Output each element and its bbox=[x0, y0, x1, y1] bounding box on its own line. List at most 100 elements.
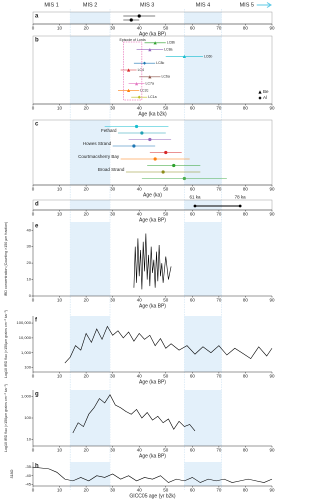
x-tick-label: 60 bbox=[190, 448, 196, 453]
point-label: LC2c bbox=[140, 88, 148, 92]
x-tick-label: 60 bbox=[190, 298, 196, 303]
y-tick-label: 100,000 bbox=[17, 320, 32, 325]
data-line bbox=[32, 466, 273, 483]
x-tick-label: 50 bbox=[163, 106, 169, 111]
data-line bbox=[72, 394, 196, 434]
x-tick-label: 0 bbox=[32, 298, 35, 303]
mis-band bbox=[184, 222, 222, 296]
x-tick-label: 50 bbox=[163, 488, 169, 493]
marker bbox=[164, 150, 168, 155]
annotation-box bbox=[123, 41, 143, 101]
mis-band bbox=[70, 316, 111, 372]
x-tick-label: 10 bbox=[57, 106, 63, 111]
panel-letter: f bbox=[35, 318, 38, 324]
x-tick-label: 80 bbox=[243, 298, 249, 303]
value-label: 61 ka bbox=[189, 195, 201, 200]
mis-band bbox=[70, 120, 111, 185]
marker bbox=[153, 157, 157, 161]
x-axis-label: Age (ka BP) bbox=[139, 303, 166, 309]
x-axis-label: Age (ka) bbox=[143, 192, 162, 198]
x-tick-label: 90 bbox=[269, 374, 275, 379]
panel-letter: e bbox=[35, 224, 39, 230]
x-tick-label: 70 bbox=[216, 26, 222, 31]
x-tick-label: 30 bbox=[110, 488, 116, 493]
figure: MIS 1 MIS 2 MIS 3 MIS 4 MIS 5 a 0 10 20 30 40 50 60 7… bbox=[4, 2, 275, 499]
x-tick-label: 30 bbox=[110, 26, 116, 31]
marker bbox=[182, 176, 186, 181]
marker bbox=[127, 68, 131, 72]
panel-letter: a bbox=[35, 14, 39, 20]
x-tick-label: 50 bbox=[163, 448, 169, 453]
mis-band bbox=[70, 12, 111, 24]
x-tick-label: 80 bbox=[243, 448, 249, 453]
x-tick-label: 10 bbox=[57, 187, 63, 192]
mis-label: MIS 2 bbox=[83, 2, 97, 8]
x-tick-label: 10 bbox=[57, 212, 63, 217]
x-tick-label: 30 bbox=[110, 106, 116, 111]
x-tick-label: 20 bbox=[84, 187, 90, 192]
x-tick-label: 40 bbox=[137, 187, 143, 192]
x-axis-label: Age (ka b2k) bbox=[138, 111, 167, 117]
mis-band bbox=[184, 316, 222, 372]
panel-frame bbox=[32, 11, 273, 25]
x-tick-label: 40 bbox=[137, 106, 143, 111]
y-tick-label: 100 bbox=[24, 415, 31, 420]
mis-band bbox=[184, 12, 222, 24]
x-tick-label: 60 bbox=[190, 26, 196, 31]
x-tick-label: 0 bbox=[32, 187, 35, 192]
point-label: Broad Strand bbox=[98, 167, 125, 172]
x-tick-label: 30 bbox=[110, 187, 116, 192]
panel-letter: b bbox=[35, 38, 39, 44]
y-tick-label: 20 bbox=[27, 260, 32, 265]
point-label: Courtmacsherry Bay bbox=[78, 154, 120, 159]
y-tick-label: 30 bbox=[27, 244, 32, 249]
x-tick-label: 40 bbox=[137, 298, 143, 303]
x-tick-label: 0 bbox=[32, 212, 35, 217]
x-tick-label: 60 bbox=[190, 106, 196, 111]
x-tick-label: 50 bbox=[163, 374, 169, 379]
x-tick-label: 40 bbox=[137, 26, 143, 31]
x-tick-label: 80 bbox=[243, 106, 249, 111]
marker bbox=[132, 144, 136, 148]
point-label: Howes Strand bbox=[83, 141, 112, 146]
x-axis-label: GICC05 age (yr b2k) bbox=[129, 493, 175, 499]
x-tick-label: 60 bbox=[190, 212, 196, 217]
mis-label: MIS 3 bbox=[140, 2, 154, 8]
x-tick-label: 70 bbox=[216, 298, 222, 303]
x-tick-label: 40 bbox=[137, 448, 143, 453]
marker bbox=[172, 163, 176, 168]
x-tick-label: 0 bbox=[32, 26, 35, 31]
x-tick-label: 30 bbox=[110, 374, 116, 379]
y-tick-label: 10,000 bbox=[19, 335, 32, 340]
x-tick-label: 80 bbox=[243, 488, 249, 493]
mis-band bbox=[70, 200, 111, 210]
legend-label: Al bbox=[263, 95, 267, 100]
marker bbox=[134, 82, 139, 86]
point-label: Fethard bbox=[101, 128, 117, 133]
y-tick-label: 10 bbox=[27, 277, 32, 282]
x-tick-label: 90 bbox=[269, 106, 275, 111]
marker bbox=[137, 14, 141, 18]
x-tick-label: 30 bbox=[110, 212, 116, 217]
point-label: LC8b bbox=[167, 41, 175, 45]
marker bbox=[129, 18, 133, 22]
marker bbox=[134, 124, 139, 129]
mis-band bbox=[70, 36, 111, 104]
panel-letter: d bbox=[35, 202, 39, 208]
y-tick-label: 10 bbox=[27, 437, 32, 442]
x-tick-label: 90 bbox=[269, 448, 275, 453]
x-axis-label: Age (ka BP) bbox=[139, 379, 166, 385]
marker bbox=[161, 170, 165, 174]
x-tick-label: 90 bbox=[269, 212, 275, 217]
x-tick-label: 90 bbox=[269, 488, 275, 493]
x-tick-label: 30 bbox=[110, 448, 116, 453]
mis-band bbox=[184, 390, 222, 446]
x-tick-label: 20 bbox=[84, 26, 90, 31]
y-axis-label: δ18O bbox=[10, 469, 14, 478]
x-tick-label: 70 bbox=[216, 488, 222, 493]
marker bbox=[182, 54, 186, 58]
panel-letter: c bbox=[35, 122, 39, 128]
marker bbox=[258, 96, 262, 100]
y-tick-label: 100 bbox=[24, 365, 31, 370]
x-tick-label: 10 bbox=[57, 26, 63, 31]
